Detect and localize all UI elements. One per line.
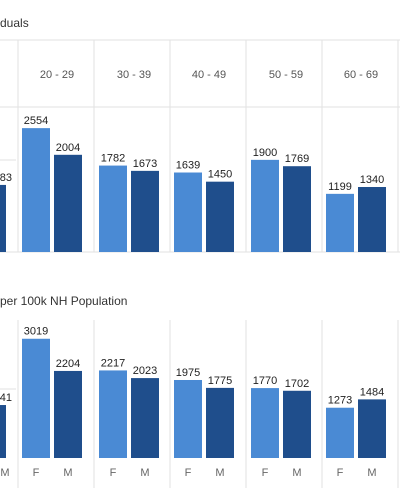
data-label: 1770 [253, 375, 277, 387]
bar-female[interactable] [326, 407, 354, 458]
bottom-panel: per 100k NH Population 41 3019 2204 2217 202… [0, 294, 386, 479]
bar-male[interactable] [358, 187, 386, 252]
top-bars: 83 2554 2004 1782 1673 1639 1450 1900 1769 1199 13… [0, 115, 386, 252]
bar-female[interactable] [174, 379, 202, 458]
data-label: 1639 [176, 160, 200, 172]
data-label: 1775 [208, 375, 232, 387]
data-label: 3019 [24, 326, 48, 338]
data-label: 1450 [208, 169, 232, 181]
bottom-panel-title: per 100k NH Population [0, 294, 127, 308]
data-label: 1769 [285, 153, 309, 165]
data-label: 1702 [285, 378, 309, 390]
x-tick-label: F [110, 467, 117, 479]
bar-female[interactable] [22, 338, 50, 458]
bar-female[interactable] [251, 159, 279, 252]
x-tick-label: M [367, 467, 376, 479]
bar-female[interactable] [251, 388, 279, 458]
data-label: 1484 [360, 386, 384, 398]
bar-female[interactable] [99, 370, 127, 458]
bar-male[interactable] [283, 390, 311, 458]
age-group-header: 40 - 49 [192, 69, 226, 81]
x-tick-label: M [63, 467, 72, 479]
data-label: 1782 [101, 153, 125, 165]
bar-male[interactable] [131, 378, 159, 458]
x-tick-label: M [0, 467, 9, 479]
x-tick-label: F [337, 467, 344, 479]
bar-female[interactable] [174, 172, 202, 252]
bar-male[interactable] [206, 181, 234, 252]
x-tick-label: M [215, 467, 224, 479]
age-group-header: 50 - 59 [269, 69, 303, 81]
data-label: 2204 [56, 358, 80, 370]
bar-male[interactable] [358, 399, 386, 458]
bar-female[interactable] [22, 128, 50, 252]
data-label: 1975 [176, 367, 200, 379]
bar-female[interactable] [99, 165, 127, 252]
bar-male[interactable] [0, 184, 6, 252]
data-label: 83 [0, 172, 12, 184]
bar-male[interactable] [206, 387, 234, 458]
bar-male[interactable] [54, 370, 82, 458]
x-tick-label: M [140, 467, 149, 479]
data-label: 1900 [253, 147, 277, 159]
bar-male[interactable] [54, 154, 82, 252]
data-label: 1199 [328, 181, 352, 193]
x-tick-label: F [185, 467, 192, 479]
age-group-headers: 20 - 29 30 - 39 40 - 49 50 - 59 60 - 69 [40, 69, 378, 81]
bar-male[interactable] [283, 166, 311, 252]
data-label: 2023 [133, 365, 157, 377]
bar-male[interactable] [131, 170, 159, 252]
age-group-header: 60 - 69 [344, 69, 378, 81]
data-label: 1273 [328, 395, 352, 407]
data-label: 2217 [101, 357, 125, 369]
grid-layer [0, 39, 400, 488]
bar-male[interactable] [0, 405, 6, 458]
data-label: 2004 [56, 142, 80, 154]
age-group-header: 30 - 39 [117, 69, 151, 81]
data-label: 2554 [24, 115, 48, 127]
age-group-header: 20 - 29 [40, 69, 74, 81]
data-label: 1340 [360, 174, 384, 186]
x-tick-label: F [33, 467, 40, 479]
bottom-bars: 41 3019 2204 2217 2023 1975 1775 1770 1702 1273 14… [0, 326, 386, 458]
data-label: 1673 [133, 158, 157, 170]
x-tick-label: F [262, 467, 269, 479]
bar-female[interactable] [326, 193, 354, 252]
top-panel: duals 83 2554 2004 1782 1673 1639 1450 1900 1769… [0, 16, 386, 252]
data-label: 41 [0, 392, 12, 404]
top-panel-title: duals [0, 16, 29, 30]
x-tick-label: M [292, 467, 301, 479]
